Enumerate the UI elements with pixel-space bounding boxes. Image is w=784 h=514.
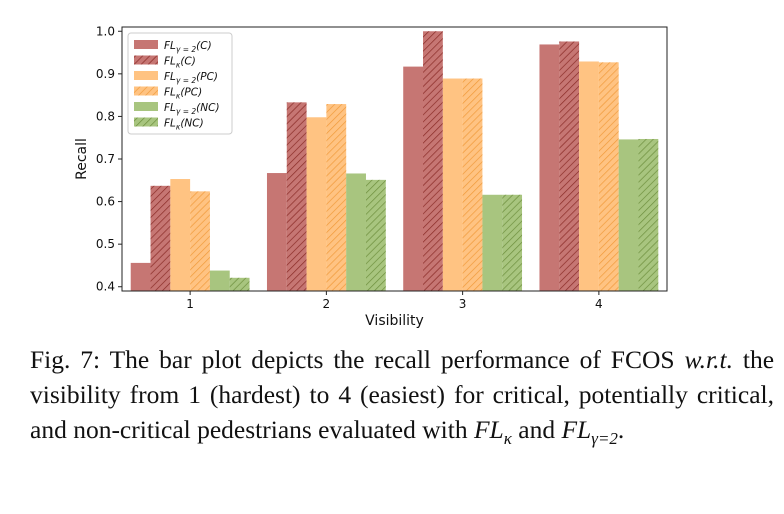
legend-label-1: FLγ = 2(C) (164, 40, 212, 54)
legend-swatch-hatch-4 (134, 86, 158, 96)
caption-fl-gamma: FLγ=2 (561, 415, 618, 448)
legend-label-2: FLκ(C) (164, 56, 196, 70)
y-tick-label: 0.9 (96, 67, 115, 81)
bar-hatch-6-visibility-2 (365, 179, 386, 291)
bar-3-visibility-4 (579, 61, 599, 291)
y-axis-label: Recall (74, 138, 90, 180)
y-tick-label: 0.5 (96, 237, 115, 251)
bar-1-visibility-3 (403, 66, 424, 291)
caption-wrt: w.r.t. (684, 345, 733, 374)
bar-hatch-6-visibility-1 (229, 277, 250, 291)
chart-svg: 0.4 0.5 0.6 0.7 0.8 0.9 1.0 1 2 3 4 Visibility Rec… (74, 24, 668, 329)
y-tick-label: 0.4 (96, 280, 115, 294)
y-tick-label: 0.8 (96, 109, 115, 123)
bar-hatch-2-visibility-4 (559, 41, 580, 292)
bar-1-visibility-4 (539, 44, 560, 291)
bar-hatch-4-visibility-1 (190, 191, 210, 291)
bars-layer (130, 31, 659, 292)
bar-hatch-2-visibility-1 (150, 185, 171, 291)
recall-bar-chart: 0.4 0.5 0.6 0.7 0.8 0.9 1.0 1 2 3 4 Visibility Rec… (74, 24, 668, 329)
bar-3-visibility-2 (306, 117, 327, 291)
bar-hatch-4-visibility-3 (462, 78, 483, 291)
x-tick-label: 3 (459, 297, 467, 311)
y-tick-label: 0.6 (96, 195, 115, 209)
bar-5-visibility-4 (618, 139, 639, 291)
caption-end: . (617, 415, 625, 444)
x-tick-label: 1 (186, 297, 194, 311)
bar-1-visibility-2 (266, 173, 287, 291)
bar-3-visibility-1 (170, 179, 191, 291)
caption-label: Fig. 7: (30, 345, 101, 374)
bar-3-visibility-3 (442, 78, 463, 291)
bar-hatch-4-visibility-4 (598, 62, 619, 291)
legend-swatch-1 (134, 40, 158, 49)
legend-swatch-hatch-2 (134, 55, 158, 65)
y-tick-label: 1.0 (96, 24, 115, 38)
caption-text-2: the visibility from 1 (hardest) to 4 (ea… (30, 345, 775, 444)
bar-hatch-2-visibility-3 (423, 31, 443, 292)
legend-label-4: FLκ(PC) (164, 87, 202, 101)
bar-hatch-2-visibility-2 (286, 102, 307, 292)
ticks-layer: 0.4 0.5 0.6 0.7 0.8 0.9 1.0 1 2 3 4 (96, 24, 603, 311)
legend-label-5: FLγ = 2(NC) (164, 102, 220, 116)
legend-swatch-3 (134, 71, 158, 80)
x-tick-label: 2 (323, 297, 331, 311)
legend-swatch-5 (134, 102, 158, 111)
x-axis-label: Visibility (365, 313, 424, 329)
caption-text-1: The bar plot depicts the recall performa… (109, 345, 675, 374)
legend-label-3: FLγ = 2(PC) (164, 71, 218, 85)
figure-caption: Fig. 7: The bar plot depicts the recall … (30, 342, 774, 447)
bar-hatch-6-visibility-4 (638, 138, 659, 291)
bar-1-visibility-1 (130, 262, 151, 291)
bar-hatch-4-visibility-2 (326, 104, 347, 291)
bar-5-visibility-3 (482, 194, 503, 291)
caption-fl-kappa: FLκ (473, 415, 512, 448)
y-tick-label: 0.7 (96, 152, 115, 166)
legend: FLγ = 2(C) FLκ(C)FLγ = 2(PC) FLκ(PC)FLγ = … (127, 32, 233, 135)
bar-hatch-6-visibility-3 (502, 194, 523, 291)
caption-and: and (518, 415, 556, 444)
x-tick-label: 4 (595, 297, 603, 311)
bar-5-visibility-1 (209, 270, 230, 291)
bar-5-visibility-2 (346, 173, 366, 291)
legend-label-6: FLκ(NC) (164, 118, 204, 132)
legend-swatch-hatch-6 (134, 117, 158, 127)
